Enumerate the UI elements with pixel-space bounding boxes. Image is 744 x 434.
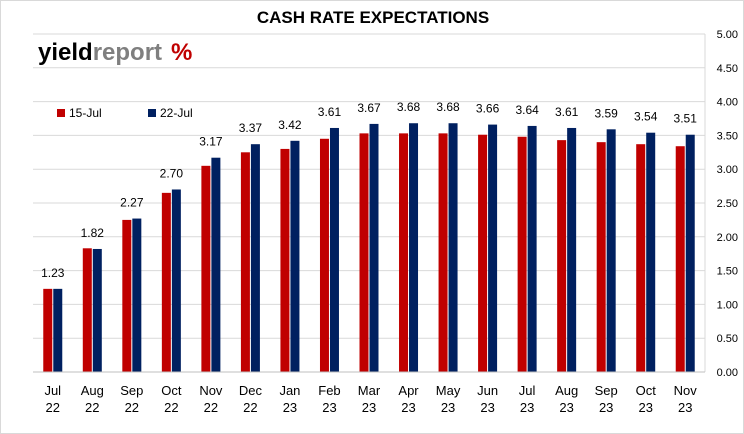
bar-22-Jul (250, 144, 260, 372)
logo-suffix: report (93, 39, 162, 66)
y-tick-label: 3.00 (717, 164, 738, 176)
data-label: 3.51 (674, 112, 698, 126)
x-tick-label: Jun 23 (477, 383, 498, 415)
data-label: 3.54 (634, 110, 658, 124)
bar-22-Jul (132, 218, 142, 372)
bar-15-Jul (240, 152, 250, 372)
bar-22-Jul (567, 127, 577, 373)
y-tick-label: 3.50 (717, 130, 738, 142)
bar-15-Jul (82, 248, 92, 372)
bar-15-Jul (517, 136, 527, 372)
bar-22-Jul (685, 134, 695, 372)
y-tick-label: 2.50 (717, 198, 738, 210)
legend-label: 15-Jul (69, 106, 102, 120)
data-label: 3.68 (436, 100, 460, 114)
y-tick-label: 2.00 (717, 232, 738, 244)
data-label: 3.61 (555, 105, 579, 119)
bars (43, 123, 695, 373)
x-tick-label: Oct 22 (161, 383, 182, 415)
x-tick-label: Aug 22 (81, 383, 104, 415)
bar-15-Jul (557, 140, 567, 372)
y-tick-label: 1.00 (717, 299, 738, 311)
data-label: 3.59 (594, 106, 618, 120)
x-tick-label: Jan 23 (279, 383, 300, 415)
bar-15-Jul (43, 288, 53, 372)
data-label: 3.42 (278, 118, 302, 132)
yieldreport-logo: yieldreport % (38, 39, 192, 66)
bar-15-Jul (280, 148, 290, 372)
bar-15-Jul (596, 142, 606, 372)
x-tick-label: Jul 22 (44, 383, 61, 415)
x-tick-label: Nov 22 (199, 383, 223, 415)
x-tick-label: Sep 22 (120, 383, 143, 415)
chart-title: CASH RATE EXPECTATIONS (257, 8, 489, 27)
bar-15-Jul (438, 133, 448, 372)
bar-22-Jul (329, 127, 339, 373)
data-label: 3.64 (515, 103, 539, 117)
y-axis: 0.00 0.50 1.00 1.50 2.00 2.50 3.00 3.50 4.00 4.50… (704, 29, 738, 379)
y-tick-label: 4.00 (717, 97, 738, 109)
data-label: 3.61 (318, 105, 342, 119)
x-tick-label: Jul 23 (519, 383, 536, 415)
bar-22-Jul (527, 125, 537, 372)
bar-15-Jul (675, 146, 685, 372)
y-tick-label: 0.00 (717, 367, 738, 379)
bar-15-Jul (201, 165, 211, 372)
bar-22-Jul (211, 157, 221, 372)
legend-label: 22-Jul (160, 106, 193, 120)
logo-prefix: yield (38, 39, 93, 66)
y-tick-label: 0.50 (717, 333, 738, 345)
bar-22-Jul (606, 129, 616, 372)
x-tick-label: Aug 23 (555, 383, 578, 415)
data-labels: 1.23 1.82 2.27 2.70 3.17 3.37 3.42 3.61 3.67 3.68… (41, 100, 697, 280)
x-tick-label: Dec 22 (239, 383, 263, 415)
data-label: 2.27 (120, 196, 144, 210)
bar-22-Jul (53, 288, 63, 372)
y-tick-label: 1.50 (717, 266, 738, 278)
bar-15-Jul (359, 133, 369, 372)
bar-22-Jul (448, 123, 458, 373)
x-tick-label: Sep 23 (595, 383, 618, 415)
data-label: 1.82 (81, 226, 105, 240)
legend-swatch (148, 109, 156, 117)
x-tick-label: Apr 23 (398, 383, 419, 415)
data-label: 2.70 (160, 166, 184, 180)
data-label: 3.37 (239, 121, 263, 135)
bar-15-Jul (399, 133, 409, 372)
bar-15-Jul (636, 144, 646, 372)
x-tick-label: Feb 23 (318, 383, 340, 415)
bar-22-Jul (409, 123, 419, 373)
logo-percent-icon: % (171, 39, 192, 66)
bar-22-Jul (171, 189, 181, 372)
bar-15-Jul (161, 192, 171, 372)
bar-22-Jul (488, 124, 498, 372)
data-label: 3.66 (476, 102, 500, 116)
bar-15-Jul (122, 219, 132, 372)
logo-text: yieldreport (38, 39, 162, 66)
y-tick-label: 5.00 (717, 29, 738, 41)
bar-15-Jul (319, 138, 329, 372)
data-label: 3.68 (397, 100, 421, 114)
data-label: 3.67 (357, 101, 381, 115)
y-tick-label: 4.50 (717, 63, 738, 75)
data-label: 3.17 (199, 135, 223, 149)
bar-15-Jul (478, 134, 488, 372)
legend: 15-Jul 22-Jul (57, 106, 193, 120)
x-tick-label: Nov 23 (674, 383, 698, 415)
bar-22-Jul (369, 123, 379, 373)
bar-22-Jul (646, 132, 656, 372)
x-tick-label: Oct 23 (636, 383, 657, 415)
data-label: 1.23 (41, 266, 65, 280)
x-axis: Jul 22 Aug 22 Sep 22 Oct 22 Nov 22 Dec 22 Jan 23 Feb 23… (33, 371, 705, 415)
bar-22-Jul (92, 248, 102, 372)
x-tick-label: Mar 23 (358, 383, 381, 415)
x-tick-label: May 23 (436, 383, 461, 415)
legend-swatch (57, 109, 65, 117)
bar-22-Jul (290, 140, 300, 372)
